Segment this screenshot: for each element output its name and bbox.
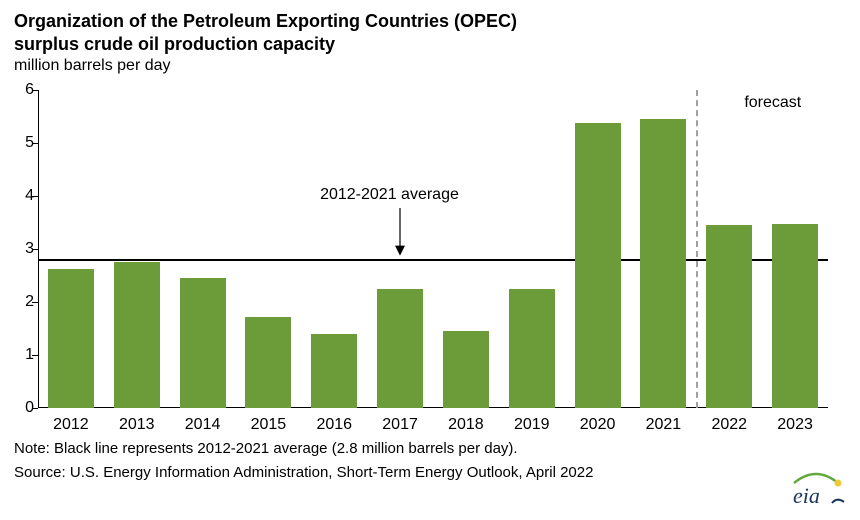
- forecast-annotation: forecast: [744, 94, 801, 112]
- x-tick-label: 2022: [711, 416, 747, 434]
- bar: [509, 289, 555, 408]
- bar: [772, 224, 818, 408]
- plot-area: 0123456 2012-2021 average forecast 20122…: [38, 90, 828, 408]
- bar: [311, 334, 357, 408]
- bar: [377, 289, 423, 408]
- y-tick: [32, 196, 38, 197]
- x-tick-label: 2014: [185, 416, 221, 434]
- bar: [443, 331, 489, 408]
- chart-subtitle: million barrels per day: [14, 57, 846, 75]
- average-annotation: 2012-2021 average: [320, 186, 459, 204]
- note-text: Note: Black line represents 2012-2021 av…: [14, 440, 518, 457]
- x-tick-label: 2019: [514, 416, 550, 434]
- x-tick-label: 2013: [119, 416, 155, 434]
- bar: [245, 317, 291, 408]
- bar: [180, 278, 226, 408]
- y-tick: [32, 355, 38, 356]
- source-text: Source: U.S. Energy Information Administ…: [14, 464, 593, 481]
- chart-title-line1: Organization of the Petroleum Exporting …: [14, 10, 846, 33]
- eia-logo: eia: [788, 469, 846, 514]
- chart-title-block: Organization of the Petroleum Exporting …: [14, 10, 846, 75]
- y-axis: 0123456: [10, 90, 34, 408]
- x-tick-label: 2015: [251, 416, 287, 434]
- bar: [575, 123, 621, 408]
- x-tick-label: 2017: [382, 416, 418, 434]
- bar: [640, 119, 686, 408]
- y-tick: [32, 143, 38, 144]
- bar: [114, 262, 160, 408]
- x-tick-label: 2023: [777, 416, 813, 434]
- y-tick: [32, 90, 38, 91]
- chart-title-line2: surplus crude oil production capacity: [14, 33, 846, 56]
- x-tick-label: 2020: [580, 416, 616, 434]
- x-tick-label: 2021: [646, 416, 682, 434]
- logo-text: eia: [793, 483, 820, 508]
- arrow-icon: [390, 206, 410, 258]
- x-tick-label: 2016: [316, 416, 352, 434]
- x-tick-label: 2018: [448, 416, 484, 434]
- bars-group: [38, 90, 828, 408]
- y-tick: [32, 408, 38, 409]
- bar: [706, 225, 752, 408]
- y-tick: [32, 302, 38, 303]
- x-tick-label: 2012: [53, 416, 89, 434]
- bar: [48, 269, 94, 408]
- y-tick: [32, 249, 38, 250]
